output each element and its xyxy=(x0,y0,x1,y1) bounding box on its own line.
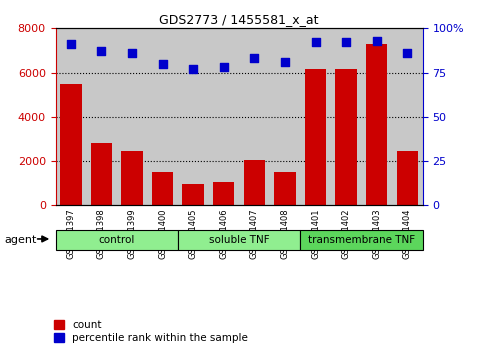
Text: control: control xyxy=(99,235,135,245)
Bar xyxy=(300,230,423,250)
Point xyxy=(312,40,319,45)
Bar xyxy=(209,28,239,205)
Bar xyxy=(178,230,300,250)
Bar xyxy=(305,69,327,205)
Bar xyxy=(86,28,117,205)
Bar xyxy=(335,69,357,205)
Point xyxy=(342,40,350,45)
Bar xyxy=(392,28,423,205)
Point xyxy=(98,48,105,54)
Point xyxy=(128,50,136,56)
Bar xyxy=(274,172,296,205)
Bar xyxy=(60,84,82,205)
Point xyxy=(159,61,167,67)
Bar xyxy=(117,28,147,205)
Bar xyxy=(331,28,361,205)
Point xyxy=(373,38,381,44)
Bar xyxy=(213,182,235,205)
Bar xyxy=(183,184,204,205)
Text: soluble TNF: soluble TNF xyxy=(209,235,270,245)
Bar xyxy=(91,143,112,205)
Title: GDS2773 / 1455581_x_at: GDS2773 / 1455581_x_at xyxy=(159,13,319,26)
Bar xyxy=(300,28,331,205)
Point xyxy=(281,59,289,65)
Bar xyxy=(244,160,265,205)
Point xyxy=(251,56,258,61)
Point xyxy=(403,50,411,56)
Point xyxy=(220,64,227,70)
Bar xyxy=(56,28,86,205)
Text: transmembrane TNF: transmembrane TNF xyxy=(308,235,415,245)
Bar xyxy=(178,28,209,205)
Point xyxy=(189,66,197,72)
Bar xyxy=(366,44,387,205)
Bar xyxy=(361,28,392,205)
Bar xyxy=(147,28,178,205)
Legend: count, percentile rank within the sample: count, percentile rank within the sample xyxy=(54,320,248,343)
Point xyxy=(67,41,75,47)
Bar xyxy=(270,28,300,205)
Bar xyxy=(121,151,143,205)
Bar xyxy=(239,28,270,205)
Text: agent: agent xyxy=(5,235,37,245)
Bar xyxy=(56,230,178,250)
Bar xyxy=(152,172,173,205)
Bar xyxy=(397,151,418,205)
